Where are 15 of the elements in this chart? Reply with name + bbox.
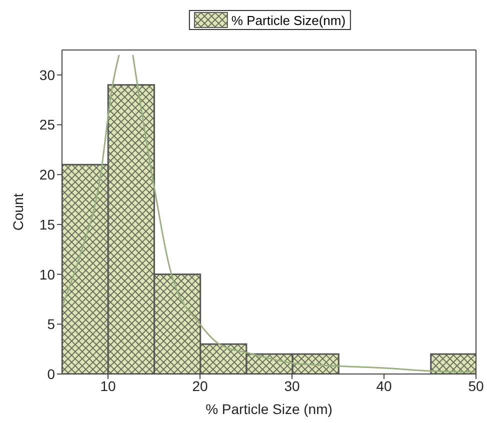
legend-label: % Particle Size(nm)	[231, 12, 346, 28]
x-tick-label: 30	[284, 378, 300, 394]
x-tick-label: 20	[192, 378, 208, 394]
y-tick-label: 20	[39, 166, 56, 183]
y-tick-label: 30	[39, 66, 56, 83]
x-tick-label: 40	[376, 378, 392, 394]
x-tick-label: 10	[100, 378, 116, 394]
x-tick-label: 50	[468, 378, 484, 394]
y-tick-label: 5	[47, 316, 56, 332]
y-axis-title: Count	[10, 193, 26, 231]
y-tick-label: 0	[47, 366, 56, 382]
y-tick-label: 15	[39, 216, 56, 232]
x-axis-title: % Particle Size (nm)	[206, 401, 332, 417]
y-tick-label: 10	[39, 266, 56, 282]
y-tick-label: 25	[39, 116, 56, 133]
